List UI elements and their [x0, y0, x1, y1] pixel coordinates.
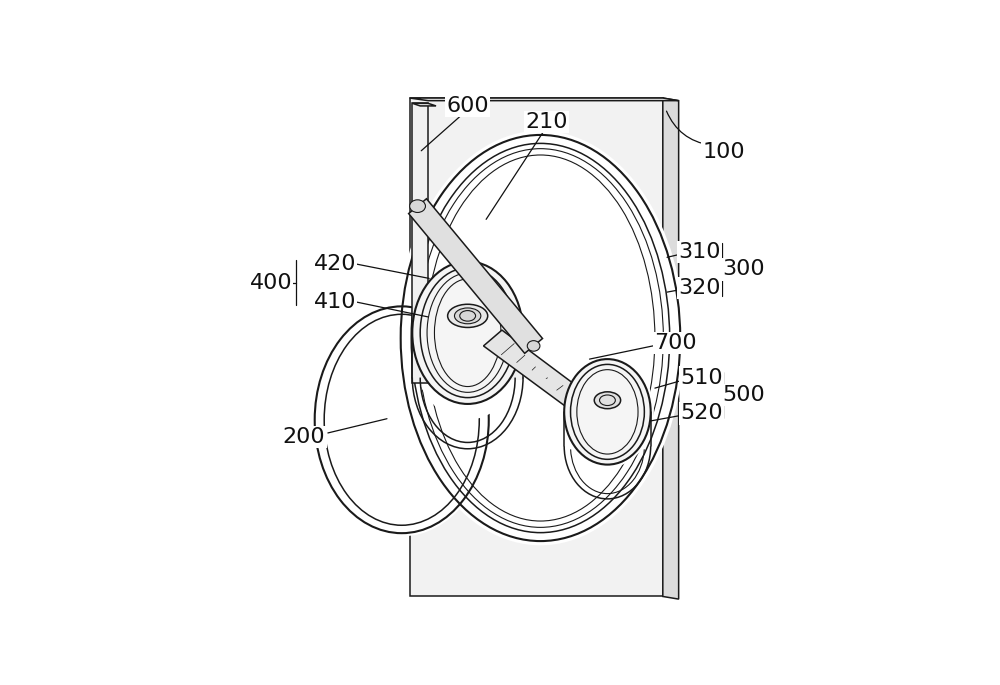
Polygon shape [412, 103, 436, 106]
Polygon shape [409, 199, 543, 353]
Polygon shape [663, 98, 679, 599]
Text: 210: 210 [526, 112, 568, 132]
Text: 100: 100 [702, 142, 745, 162]
Ellipse shape [410, 200, 425, 212]
Ellipse shape [315, 306, 489, 533]
Text: 600: 600 [446, 96, 489, 116]
Polygon shape [410, 98, 679, 101]
Ellipse shape [564, 359, 651, 464]
Text: 410: 410 [313, 292, 356, 312]
Text: 320: 320 [678, 278, 721, 298]
Ellipse shape [412, 262, 523, 404]
Polygon shape [412, 338, 523, 380]
Ellipse shape [561, 356, 654, 468]
Ellipse shape [594, 392, 621, 409]
Ellipse shape [396, 131, 684, 545]
Text: 510: 510 [680, 368, 723, 388]
Ellipse shape [412, 277, 523, 420]
Polygon shape [410, 98, 663, 597]
Text: 200: 200 [283, 427, 325, 447]
Ellipse shape [312, 303, 492, 536]
Ellipse shape [448, 304, 488, 327]
Polygon shape [412, 103, 428, 383]
Text: 520: 520 [680, 403, 723, 423]
Polygon shape [483, 330, 602, 420]
Ellipse shape [527, 340, 540, 351]
Text: 310: 310 [678, 242, 721, 262]
Text: 700: 700 [654, 334, 696, 353]
Text: 400: 400 [250, 273, 292, 292]
Ellipse shape [454, 308, 481, 324]
Text: 300: 300 [722, 260, 765, 279]
Text: 420: 420 [313, 254, 356, 274]
Text: 500: 500 [722, 385, 765, 405]
